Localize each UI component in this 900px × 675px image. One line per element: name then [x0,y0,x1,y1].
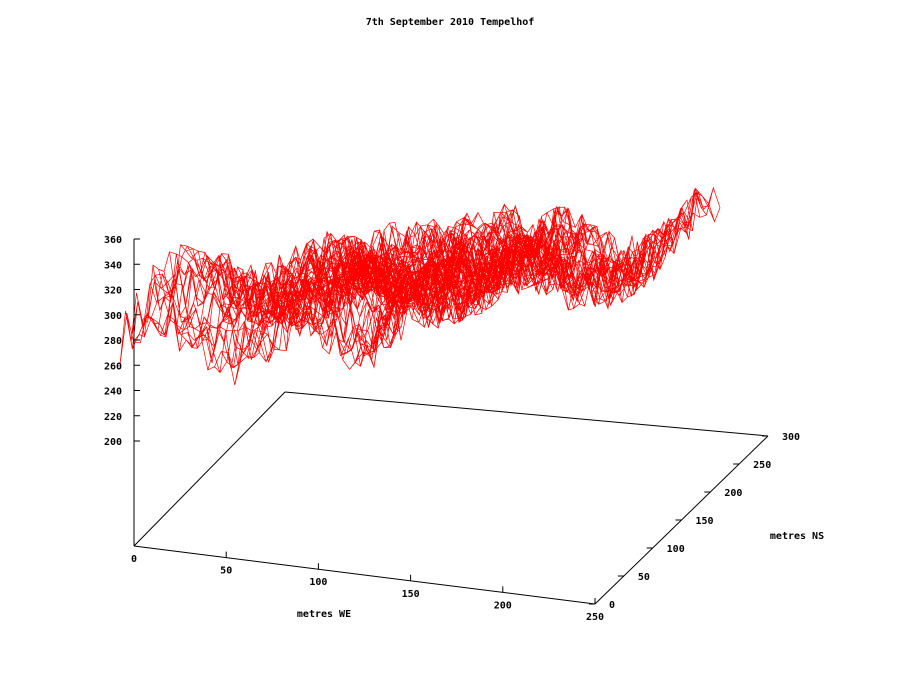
z-tick-label: 260 [104,361,122,372]
x-tick-label: 150 [402,589,420,600]
y-tick-label: 0 [609,600,615,611]
y-axis: 0 50 100 150 200 250 300 [589,432,800,611]
y-tick-label: 100 [667,544,685,555]
y-tick-label: 200 [724,488,742,499]
base-edge [133,391,286,547]
x-axis: 0 50 100 150 200 250 [131,540,604,623]
z-tick-label: 240 [104,387,122,398]
x-tick-label: 50 [220,566,232,577]
base-edge [133,545,596,605]
x-axis-label: metres WE [297,609,351,620]
y-axis-label: metres NS [770,531,824,542]
z-tick-label: 320 [104,286,122,297]
y-tick-label: 150 [696,516,714,527]
chart-title: 7th September 2010 Tempelhof [366,17,535,28]
y-tick-label: 50 [638,572,650,583]
z-tick-label: 360 [104,235,122,246]
surface-wireframe [119,186,721,386]
y-tick-label: 250 [753,460,771,471]
x-tick-label: 200 [494,600,512,611]
x-tick-label: 250 [586,612,604,623]
y-tick-label: 300 [782,432,800,443]
z-tick-label: 340 [104,260,122,271]
z-tick-label: 200 [104,437,122,448]
x-tick-label: 100 [309,577,327,588]
base-edge [284,391,769,437]
z-axis: 200 220 240 260 280 300 320 340 360 [104,235,140,546]
z-tick-label: 220 [104,412,122,423]
z-tick-label: 280 [104,336,122,347]
surface-mesh [119,186,721,386]
x-tick-label: 0 [131,554,137,565]
z-tick-label: 300 [104,311,122,322]
